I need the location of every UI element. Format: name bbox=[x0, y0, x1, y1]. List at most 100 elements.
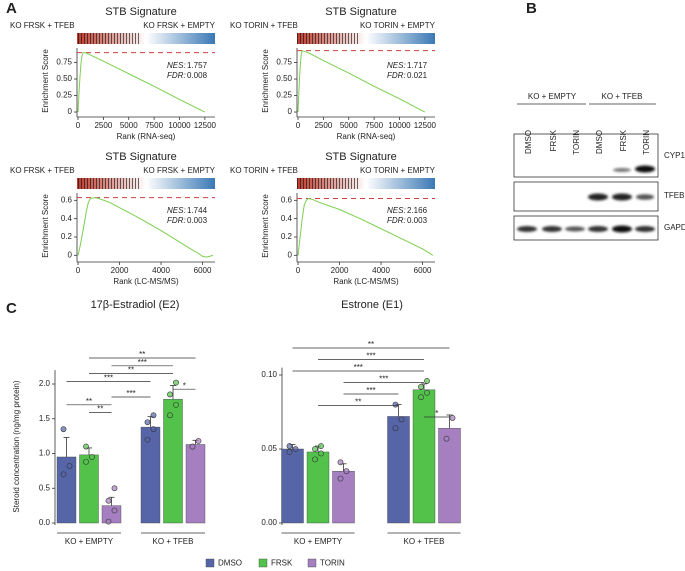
blot-group-label: KO + TFEB bbox=[602, 92, 643, 101]
data-point bbox=[111, 485, 118, 492]
annotation-label: NES: bbox=[167, 61, 186, 70]
data-point bbox=[424, 378, 430, 384]
annotation-label: NES: bbox=[387, 61, 406, 70]
data-point bbox=[173, 401, 179, 408]
y-tick-label: 0.4 bbox=[61, 214, 73, 223]
data-point bbox=[418, 394, 424, 401]
data-point bbox=[150, 412, 157, 419]
significance-label: ** bbox=[368, 340, 374, 349]
legend-label: FRSK bbox=[271, 559, 293, 568]
y-tick-label: 0.50 bbox=[276, 74, 292, 83]
legend-label: TORIN bbox=[320, 559, 345, 568]
x-tick-label: 0 bbox=[296, 121, 301, 130]
chart-title: STB Signature bbox=[105, 151, 177, 163]
data-point bbox=[111, 507, 118, 514]
annotation-value: 0.021 bbox=[407, 71, 428, 80]
significance-label: ** bbox=[139, 350, 145, 359]
x-tick-label: 0 bbox=[76, 266, 81, 275]
significance-label: ** bbox=[355, 398, 361, 407]
row-label: CYP19A1 bbox=[664, 151, 685, 160]
blot-group-label: KO + EMPTY bbox=[528, 92, 577, 101]
x-tick-label: 7500 bbox=[145, 121, 163, 130]
x-tick-label: 0 bbox=[76, 121, 81, 130]
chart-title: STB Signature bbox=[325, 151, 397, 163]
es-curve bbox=[297, 49, 426, 113]
data-point bbox=[337, 475, 344, 482]
annotation-label: FDR: bbox=[167, 216, 186, 225]
annotation-value: 0.003 bbox=[187, 216, 208, 225]
bar bbox=[387, 416, 410, 524]
x-group-label: KO + TFEB bbox=[404, 537, 445, 546]
data-point bbox=[66, 463, 73, 469]
legend-label: DMSO bbox=[218, 559, 242, 568]
data-point bbox=[398, 416, 405, 423]
data-point bbox=[189, 443, 196, 450]
data-point bbox=[195, 438, 202, 444]
row-label: GAPDH bbox=[664, 223, 685, 232]
data-point bbox=[392, 401, 399, 408]
y-tick-label: 0.50 bbox=[56, 74, 72, 83]
x-tick-label: 10000 bbox=[168, 121, 191, 130]
y-tick-label: 0 bbox=[288, 250, 293, 259]
x-axis-label: Rank (LC-MS/MS) bbox=[113, 277, 179, 286]
data-point bbox=[105, 497, 112, 504]
annotation-value: 1.744 bbox=[187, 206, 208, 215]
chart-title: STB Signature bbox=[325, 6, 397, 18]
data-point bbox=[60, 426, 67, 433]
data-point bbox=[286, 449, 293, 455]
x-tick-label: 5000 bbox=[340, 121, 358, 130]
lane-label: FRSK bbox=[549, 129, 558, 151]
es-curve bbox=[297, 197, 434, 256]
blot bbox=[513, 103, 659, 241]
annotation-label: NES: bbox=[167, 206, 186, 215]
data-point bbox=[60, 471, 67, 478]
legend-swatch bbox=[258, 558, 268, 568]
data-point bbox=[105, 518, 112, 525]
y-tick-label: 0.25 bbox=[276, 91, 292, 100]
data-point bbox=[89, 454, 95, 460]
barcode bbox=[77, 33, 215, 44]
x-tick-label: 6000 bbox=[194, 266, 212, 275]
x-group-label: KO + EMPTY bbox=[294, 537, 343, 546]
y-tick-label: 0.75 bbox=[276, 58, 292, 67]
significance-label: *** bbox=[138, 358, 147, 367]
x-tick-label: 7500 bbox=[365, 121, 383, 130]
bar bbox=[412, 389, 436, 524]
y-tick-label: 0 bbox=[68, 250, 73, 259]
annotation-value: 1.717 bbox=[407, 61, 428, 70]
chart-title: STB Signature bbox=[105, 6, 177, 18]
panel-label: B bbox=[526, 0, 537, 17]
blot-box bbox=[513, 215, 659, 241]
significance-label: *** bbox=[366, 386, 375, 395]
es-curve bbox=[77, 197, 214, 258]
legend-swatch bbox=[205, 558, 215, 568]
group-label: KO TORIN + TFEB bbox=[230, 166, 298, 175]
barcode bbox=[297, 178, 435, 189]
bar bbox=[332, 471, 355, 524]
significance-label: *** bbox=[354, 363, 363, 372]
x-axis-label: Rank (LC-MS/MS) bbox=[333, 277, 399, 286]
bar bbox=[101, 505, 122, 524]
bar bbox=[163, 399, 183, 524]
group-label: KO FRSK + EMPTY bbox=[143, 21, 215, 30]
y-tick-label: 0.5 bbox=[39, 483, 51, 492]
y-tick-label: 0.0 bbox=[39, 518, 51, 527]
y-axis-label: Enrichment Score bbox=[41, 49, 50, 113]
lane-label: DMSO bbox=[524, 130, 533, 154]
data-point bbox=[343, 468, 350, 475]
bar bbox=[281, 448, 304, 524]
barcode bbox=[297, 33, 360, 44]
y-tick-label: 0.2 bbox=[281, 232, 293, 241]
y-tick-label: 1.0 bbox=[39, 449, 51, 458]
bands bbox=[517, 165, 655, 233]
significance-label: *** bbox=[126, 389, 135, 398]
y-tick-label: 0.4 bbox=[281, 214, 293, 223]
barcode bbox=[77, 33, 140, 44]
data-point bbox=[144, 419, 151, 426]
y-axis-label: Enrichment Score bbox=[41, 194, 50, 258]
y-tick-label: 0.6 bbox=[61, 195, 73, 204]
legend-swatch bbox=[307, 558, 317, 568]
significance-label: * bbox=[183, 381, 186, 390]
y-tick-label: 0.10 bbox=[261, 370, 277, 379]
x-tick-label: 12500 bbox=[414, 121, 437, 130]
